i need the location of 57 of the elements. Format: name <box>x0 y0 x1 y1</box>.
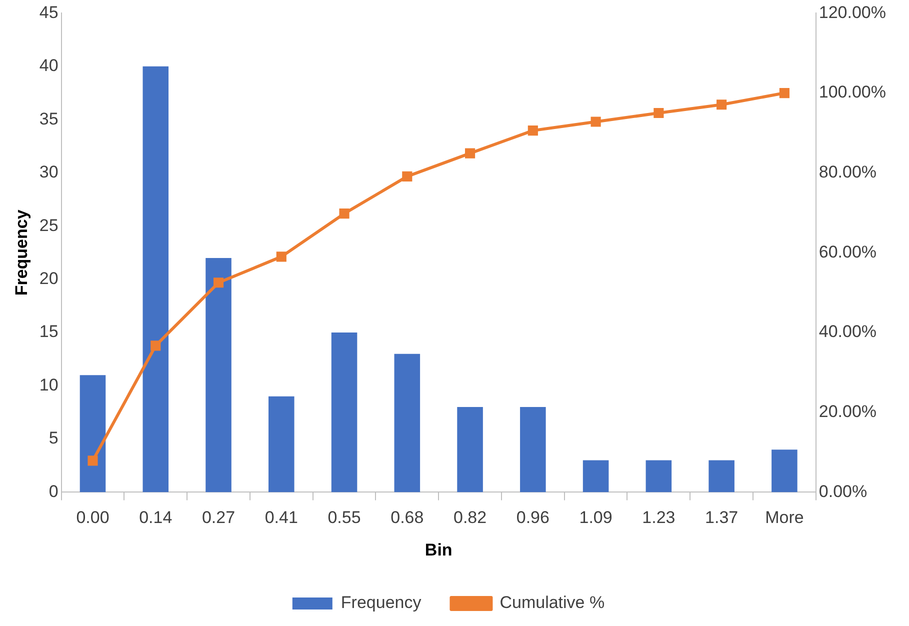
point <box>779 88 790 98</box>
point <box>88 456 98 466</box>
y2-tick-label: 0.00% <box>818 482 868 501</box>
point <box>213 278 224 288</box>
point <box>590 116 601 127</box>
bar <box>394 354 420 492</box>
point <box>465 148 476 158</box>
y-tick-label: 0 <box>48 482 58 501</box>
x-tick-label: 0.14 <box>139 508 172 528</box>
x-tick-label: 0.96 <box>516 508 550 528</box>
point <box>528 126 538 136</box>
bar <box>206 258 232 492</box>
bar <box>331 332 358 492</box>
bar <box>582 460 609 492</box>
point <box>716 100 727 110</box>
x-tick-label: 0.68 <box>390 508 424 528</box>
y-tick-label: 5 <box>48 428 58 448</box>
y-axis-title: Frequency <box>12 209 31 296</box>
point <box>339 208 350 219</box>
x-tick-label: 0.41 <box>264 508 298 528</box>
x-tick-label: 0.55 <box>328 508 361 528</box>
bar <box>708 460 734 492</box>
x-tick-label: More <box>765 508 804 528</box>
y2-tick-label: 40.00% <box>818 322 877 342</box>
x-tick-label: 0.82 <box>453 508 487 528</box>
y-tick-label: 35 <box>39 109 58 128</box>
point <box>276 252 286 262</box>
y-tick-label: 40 <box>39 56 58 76</box>
bar <box>142 66 169 492</box>
y2-tick-label: 60.00% <box>818 242 877 262</box>
bar <box>646 460 672 492</box>
bar <box>772 450 798 492</box>
y2-tick-label: 120.00% <box>818 2 886 22</box>
legend-label: Frequency <box>340 593 422 612</box>
bar <box>268 396 294 492</box>
y2-tick-label: 100.00% <box>818 82 886 102</box>
x-tick-label: 0.00 <box>76 508 110 528</box>
y-tick-label: 25 <box>39 216 58 235</box>
point <box>402 171 412 182</box>
bar <box>520 407 546 492</box>
bar <box>80 375 106 492</box>
point <box>654 108 664 118</box>
y-tick-label: 20 <box>39 269 58 288</box>
y2-tick-label: 80.00% <box>818 162 877 182</box>
x-tick-label: 1.09 <box>579 508 612 528</box>
y2-tick-label: 20.00% <box>818 402 877 422</box>
y-tick-label: 45 <box>39 2 58 22</box>
y-tick-label: 10 <box>39 375 58 394</box>
y-tick-label: 30 <box>39 162 58 182</box>
x-tick-label: 0.27 <box>202 508 236 528</box>
legend-label: Cumulative % <box>500 593 605 612</box>
point <box>150 340 161 351</box>
x-tick-label: 1.37 <box>705 508 738 528</box>
bar <box>457 407 483 492</box>
y-tick-label: 15 <box>39 322 58 342</box>
x-axis-title: Bin <box>424 540 452 560</box>
x-tick-label: 1.23 <box>642 508 676 528</box>
